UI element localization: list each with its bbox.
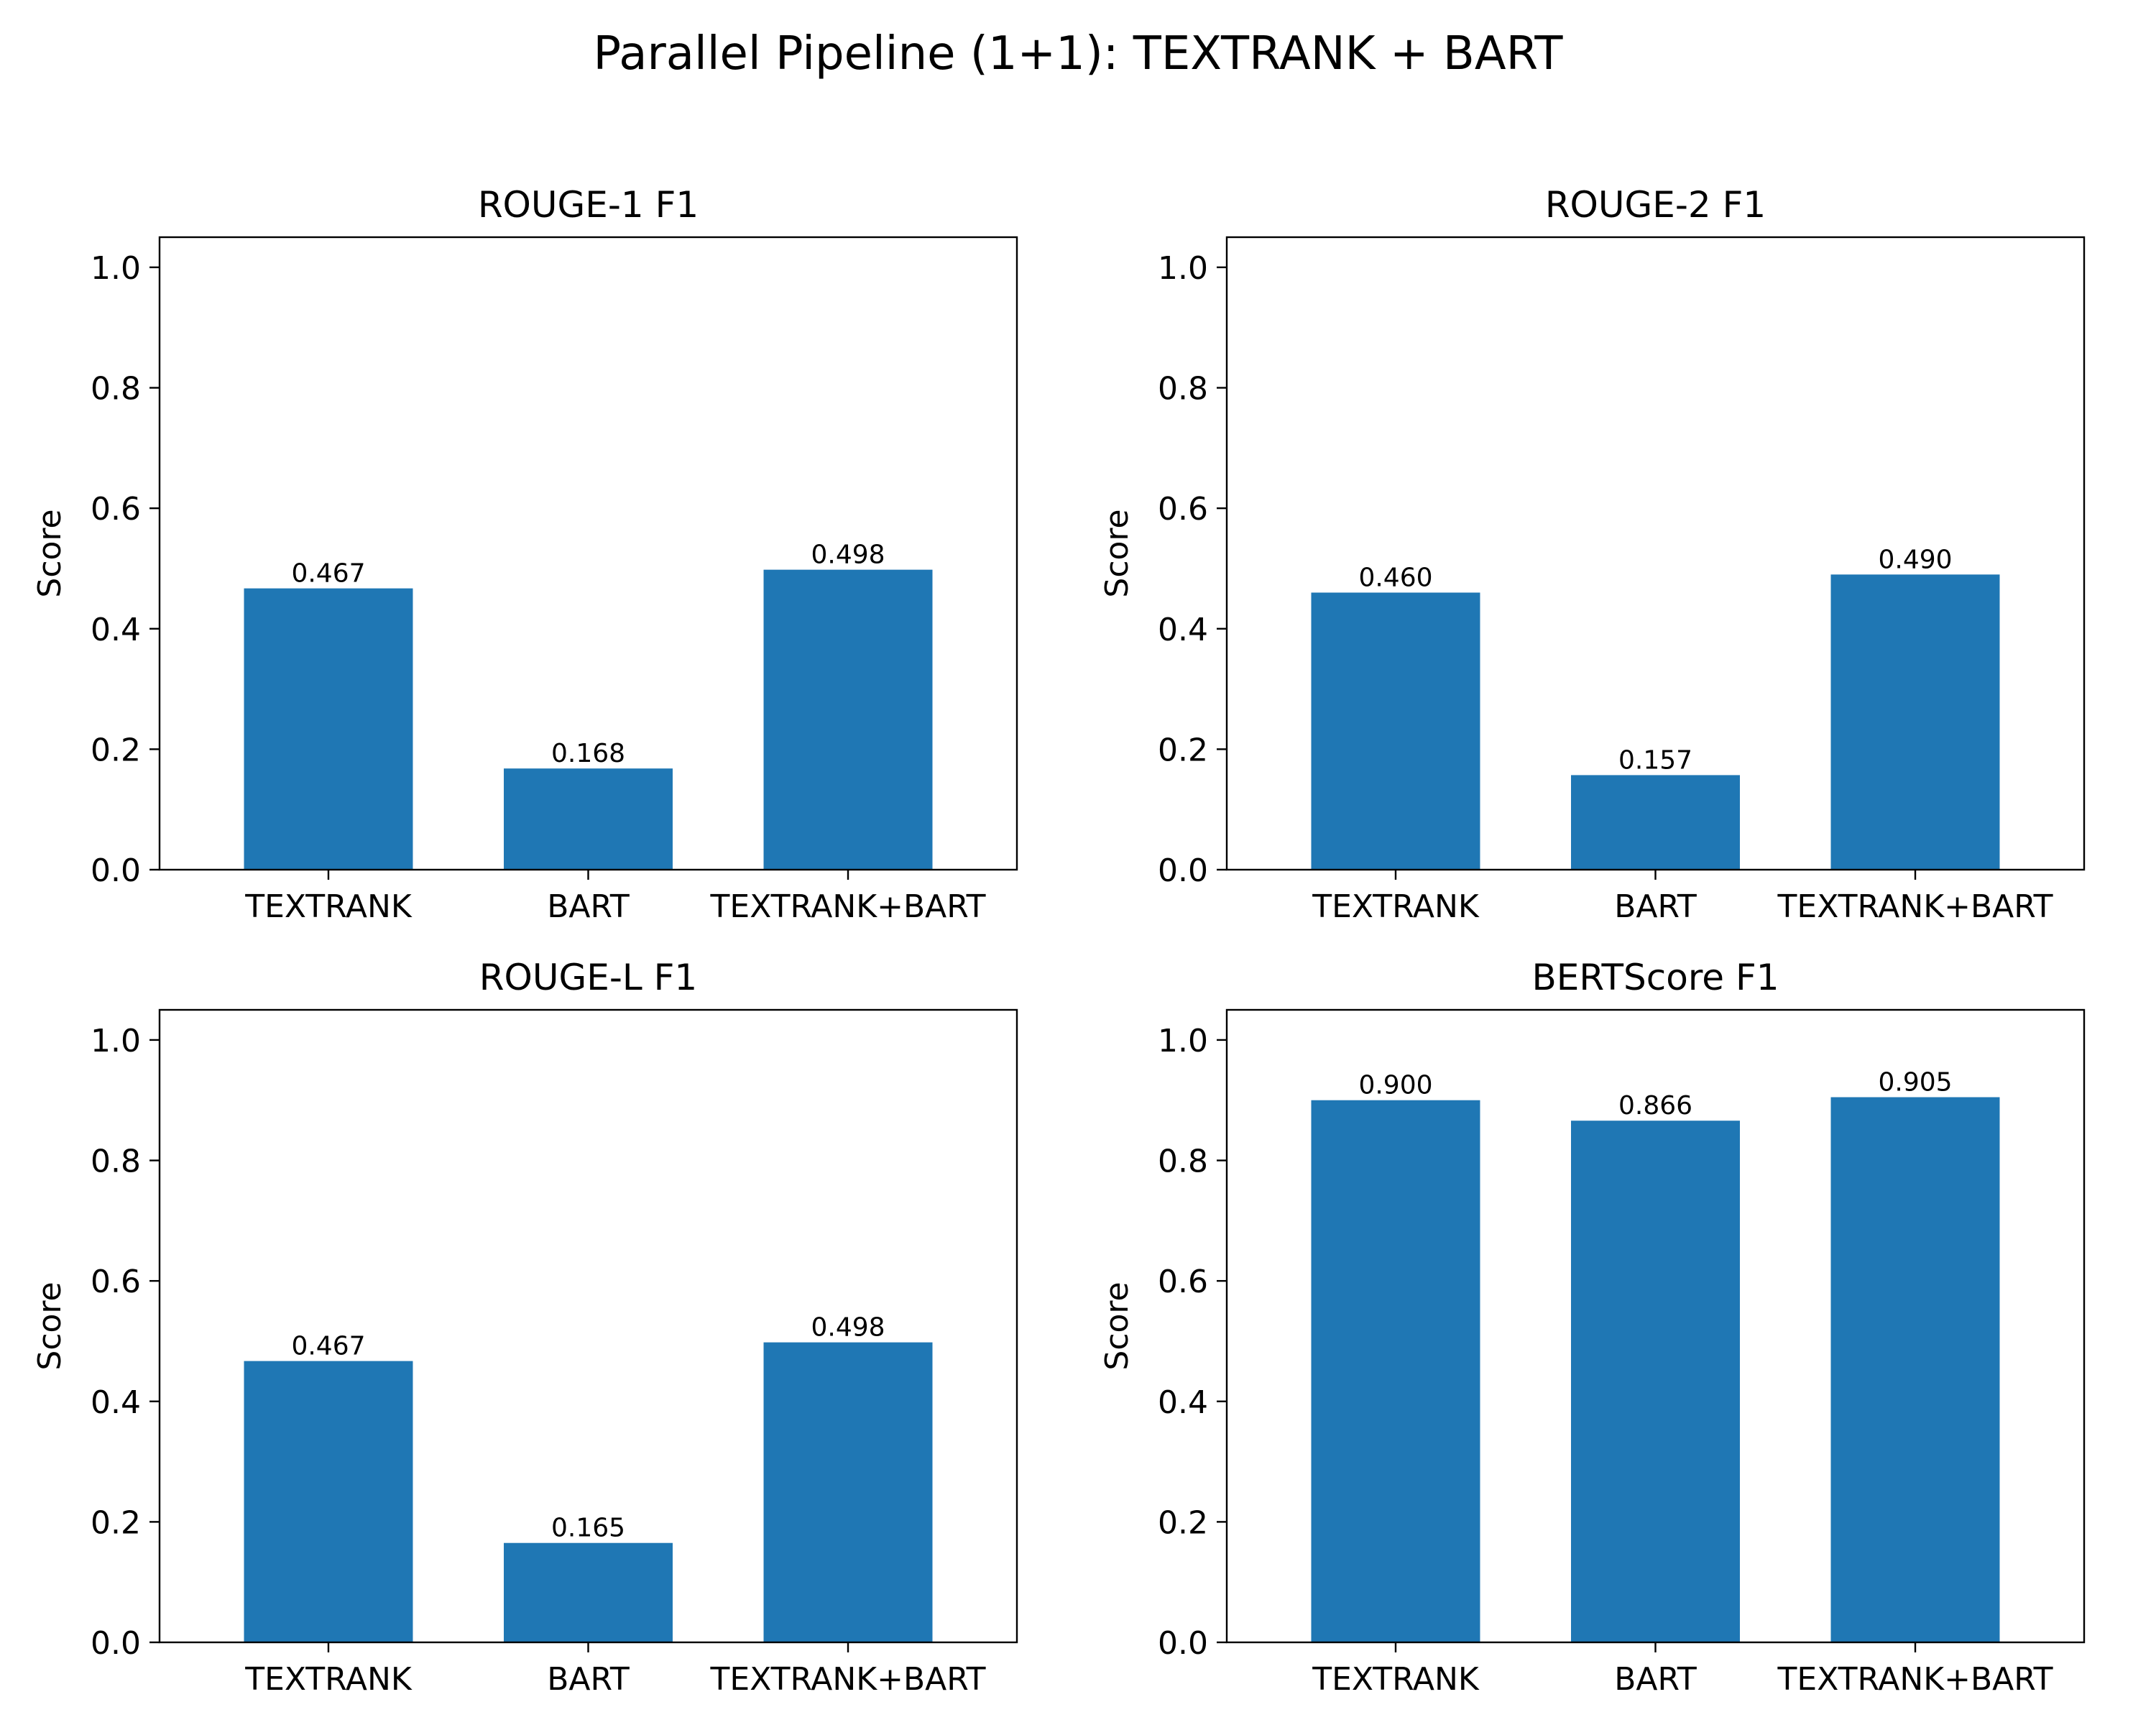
bar (244, 588, 413, 870)
y-axis-label: Score (1099, 1282, 1135, 1370)
chart-panel-4: 0.900 0.866 0.905 0.0 0.2 0.4 0.6 0.8 1.0 TEXTRAN… (1099, 957, 2086, 1698)
y-tick-label: 0.4 (1158, 1384, 1208, 1421)
y-tick-label: 0.8 (1158, 1144, 1208, 1180)
y-tick-label: 0.6 (1158, 491, 1208, 528)
data-label: 0.460 (1358, 563, 1432, 592)
y-tick-label: 0.2 (91, 732, 141, 768)
bar (1571, 1121, 1740, 1642)
data-label: 0.490 (1878, 545, 1952, 574)
x-tick-label: TEXTRANK+BART (1777, 1661, 2053, 1698)
data-label: 0.498 (811, 1313, 885, 1343)
panel-title: BERTScore F1 (1531, 957, 1779, 998)
y-tick-label: 0.8 (91, 1144, 141, 1180)
chart-panel-1: 0.467 0.168 0.498 0.0 0.2 0.4 0.6 0.8 1.0 TEXTRAN… (32, 184, 1018, 925)
bar (1311, 1100, 1480, 1642)
y-axis-label: Score (32, 509, 68, 597)
y-axis-label: Score (1099, 509, 1135, 597)
data-label: 0.467 (291, 1332, 365, 1361)
bar (763, 1342, 933, 1642)
y-tick-label: 0.0 (1158, 852, 1208, 889)
data-label: 0.168 (551, 739, 625, 768)
chart-panel-2: 0.460 0.157 0.490 0.0 0.2 0.4 0.6 0.8 1.0 TEXTRAN… (1099, 184, 2086, 925)
x-tick-label: TEXTRANK (1312, 888, 1480, 925)
y-tick-label: 1.0 (1158, 1023, 1208, 1059)
bar (504, 1542, 673, 1642)
panel-title: ROUGE-2 F1 (1545, 184, 1766, 226)
y-tick-label: 0.0 (91, 1625, 141, 1662)
bar (763, 569, 933, 870)
y-tick-label: 0.6 (1158, 1264, 1208, 1300)
x-tick-label: TEXTRANK+BART (1777, 888, 2053, 925)
y-tick-label: 1.0 (1158, 250, 1208, 287)
chart-panel-3: 0.467 0.165 0.498 0.0 0.2 0.4 0.6 0.8 1.0 TEXTRAN… (32, 957, 1018, 1698)
x-tick-label: TEXTRANK (244, 1661, 413, 1698)
x-tick-label: TEXTRANK (1312, 1661, 1480, 1698)
x-tick-label: BART (547, 888, 630, 925)
y-tick-label: 0.4 (1158, 612, 1208, 648)
chart-panels: 0.467 0.168 0.498 0.0 0.2 0.4 0.6 0.8 1.0 TEXTRAN… (32, 184, 2086, 1698)
y-tick-label: 0.2 (1158, 732, 1208, 768)
panel-title: ROUGE-1 F1 (478, 184, 699, 226)
x-tick-label: TEXTRANK+BART (710, 1661, 986, 1698)
y-tick-label: 0.8 (91, 371, 141, 408)
data-label: 0.900 (1358, 1071, 1432, 1100)
bar (504, 768, 673, 870)
data-label: 0.498 (811, 540, 885, 570)
y-tick-label: 0.0 (91, 852, 141, 889)
y-tick-label: 0.2 (91, 1504, 141, 1541)
data-label: 0.905 (1878, 1068, 1952, 1098)
data-label: 0.866 (1618, 1091, 1692, 1121)
y-tick-label: 1.0 (91, 1023, 141, 1059)
y-tick-label: 0.4 (91, 1384, 141, 1421)
y-axis-label: Score (32, 1282, 68, 1370)
y-tick-label: 1.0 (91, 250, 141, 287)
bar (1311, 592, 1480, 870)
bar (1830, 574, 2000, 870)
y-tick-label: 0.2 (1158, 1504, 1208, 1541)
x-tick-label: BART (1614, 1661, 1697, 1698)
x-tick-label: BART (1614, 888, 1697, 925)
y-tick-label: 0.6 (91, 1264, 141, 1300)
bar (244, 1361, 413, 1642)
y-tick-label: 0.0 (1158, 1625, 1208, 1662)
bar (1830, 1097, 2000, 1642)
y-tick-label: 0.6 (91, 491, 141, 528)
y-tick-label: 0.4 (91, 612, 141, 648)
x-tick-label: TEXTRANK (244, 888, 413, 925)
bar (1571, 775, 1740, 870)
panel-title: ROUGE-L F1 (479, 957, 697, 998)
data-label: 0.467 (291, 559, 365, 589)
x-tick-label: TEXTRANK+BART (710, 888, 986, 925)
data-label: 0.157 (1618, 745, 1692, 775)
figure-title: Parallel Pipeline (1+1): TEXTRANK + BART (594, 27, 1564, 80)
y-tick-label: 0.8 (1158, 371, 1208, 408)
data-label: 0.165 (551, 1514, 625, 1543)
x-tick-label: BART (547, 1661, 630, 1698)
